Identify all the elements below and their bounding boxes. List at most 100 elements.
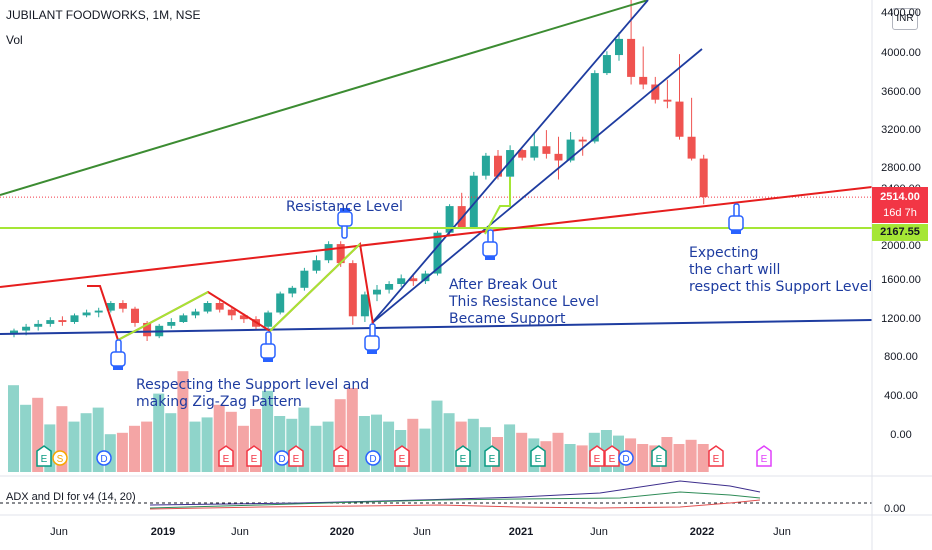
event-marker-label: E [761, 454, 768, 465]
event-marker-label: E [223, 454, 230, 465]
price-tick: 2000.00 [881, 240, 921, 252]
event-marker: E [530, 445, 546, 467]
event-marker-label: E [609, 454, 616, 465]
candle-body [421, 273, 430, 282]
channel-lower-line [371, 48, 703, 324]
candle-body [131, 308, 139, 323]
candle-body [348, 263, 357, 317]
hand-support-3 [364, 323, 380, 354]
event-marker-label: E [535, 454, 542, 465]
candle-body [191, 311, 200, 316]
price-tick: 1200.00 [881, 313, 921, 325]
volume-bar [637, 444, 649, 472]
event-marker-label: E [251, 454, 258, 465]
event-marker: E [288, 445, 304, 467]
volume-bar [177, 371, 189, 472]
candle-body [167, 322, 176, 326]
event-marker-label: E [656, 454, 663, 465]
candlesticks [10, 0, 708, 341]
candle-body [494, 155, 502, 177]
candle-body [34, 323, 43, 327]
price-tick: 400.00 [884, 390, 918, 402]
volume-bar [189, 421, 201, 472]
annotation-resistance[interactable]: Resistance Level [286, 199, 403, 215]
earnings-marker-shape [455, 445, 471, 467]
event-marker: E [756, 445, 772, 467]
price-tick: 4000.00 [881, 47, 921, 59]
event-marker-label: E [460, 454, 467, 465]
volume-bar [540, 441, 552, 472]
event-marker-label: E [399, 454, 406, 465]
annotation-expecting[interactable]: Expecting the chart will respect this Su… [689, 245, 873, 295]
candle-body [118, 303, 127, 309]
adx-indicator-label[interactable]: ADX and DI for v4 (14, 20) [6, 491, 136, 503]
time-tick: 2020 [329, 526, 355, 538]
event-marker-label: D [278, 454, 285, 465]
event-marker-label: E [293, 454, 300, 465]
candle-body [481, 155, 490, 176]
volume-bar [346, 388, 358, 472]
annotation-respecting[interactable]: Respecting the Support level and making … [136, 377, 370, 410]
bar-countdown: 16d 7h [883, 207, 917, 219]
event-marker: E [484, 445, 500, 467]
volume-bar [225, 411, 237, 472]
candle-body [227, 309, 236, 316]
candle-body [10, 330, 18, 334]
candle-body [215, 303, 224, 310]
hand-cuff [367, 350, 377, 354]
dividend-marker-circle [618, 450, 634, 466]
candle-body [506, 150, 515, 177]
volume-bar [165, 413, 177, 472]
event-marker: E [604, 445, 620, 467]
earnings-marker-shape [484, 445, 500, 467]
candle-body [469, 175, 478, 227]
candle-body [276, 293, 285, 313]
event-marker: E [651, 445, 667, 467]
event-marker-label: E [41, 454, 48, 465]
price-tick: 1600.00 [881, 274, 921, 286]
volume-bar [504, 424, 516, 472]
time-tick: Jun [773, 526, 791, 538]
rising-trendline [0, 186, 873, 288]
split-marker-circle [52, 450, 68, 466]
zigzag-green-2 [269, 243, 361, 332]
volume-bar [552, 432, 564, 472]
hand-shape [364, 323, 380, 354]
time-tick: Jun [231, 526, 249, 538]
annotation-breakout[interactable]: After Break Out This Resistance Level Be… [449, 277, 599, 327]
long-term-trendline [0, 0, 649, 196]
volume-bar [467, 418, 479, 472]
candle-body [264, 312, 273, 327]
time-tick: 2019 [150, 526, 176, 538]
volume-bar [68, 421, 80, 472]
candle-body [385, 284, 394, 290]
volume-bar [334, 399, 346, 472]
hand-palm [364, 335, 380, 351]
price-tick: 0.00 [890, 429, 912, 441]
zigzag-green-1 [117, 291, 209, 341]
candle-body [518, 150, 527, 158]
candle-body [143, 322, 152, 337]
drawings [0, 0, 873, 370]
support-price-label: 2167.55 [872, 224, 928, 241]
candle-body [22, 326, 31, 331]
volume-bar [697, 444, 709, 472]
hand-cuff [263, 358, 273, 362]
currency-button[interactable]: INR [892, 8, 918, 30]
event-marker: E [246, 445, 262, 467]
volume-bar [443, 413, 455, 472]
volume-bar [104, 434, 116, 472]
volume-bar [516, 432, 528, 472]
candle-body [360, 294, 369, 317]
earnings-marker-shape [756, 445, 772, 467]
volume-bar [479, 427, 491, 472]
candle-body [179, 315, 188, 322]
volume-bar [129, 425, 140, 472]
event-marker: E [708, 445, 724, 467]
breakout-green [484, 177, 511, 235]
candle-body [627, 38, 636, 77]
candle-body [203, 303, 212, 312]
